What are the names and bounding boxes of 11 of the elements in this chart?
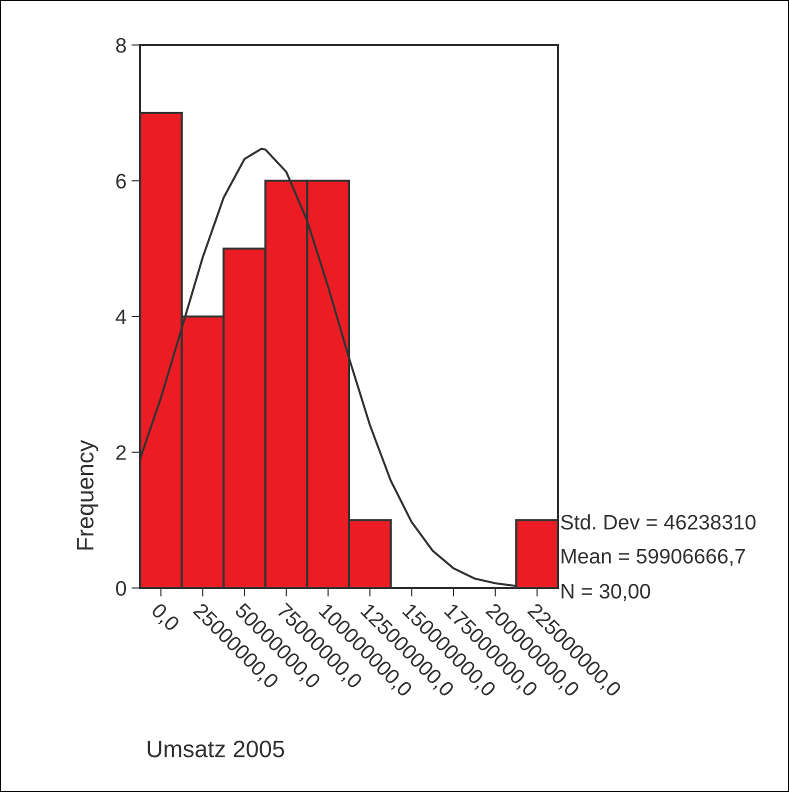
- y-tick-label: 4: [116, 310, 126, 324]
- text: Mean = 59906666,7: [562, 548, 745, 566]
- text: N = 30,00: [562, 584, 650, 602]
- y-tick-label: 8: [116, 38, 126, 53]
- text: Std. Dev = 46238310: [560, 514, 756, 530]
- y-axis-title: Frequency: [77, 440, 98, 550]
- y-tick-label: 2: [116, 445, 126, 460]
- y-tick-label: 6: [116, 174, 126, 189]
- y-tick-label: 0: [116, 581, 126, 596]
- x-tick-label: 0,0: [148, 602, 180, 634]
- x-axis-title: Umsatz 2005: [148, 740, 284, 758]
